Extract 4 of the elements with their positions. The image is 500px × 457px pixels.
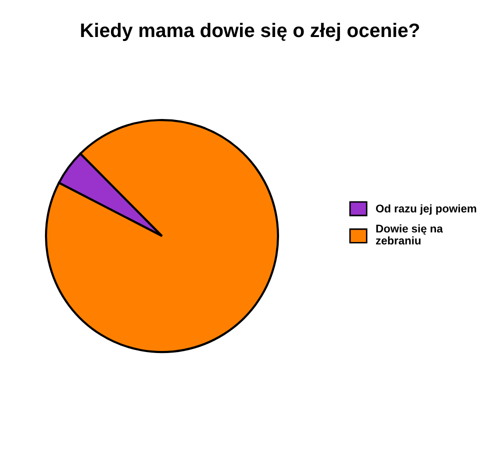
chart-title: Kiedy mama dowie się o złej ocenie? xyxy=(81,22,420,42)
legend-label: Dowie się na zebraniu xyxy=(376,224,443,245)
legend-label: Od razu jej powiem xyxy=(376,204,476,215)
pie-slice xyxy=(44,118,280,354)
